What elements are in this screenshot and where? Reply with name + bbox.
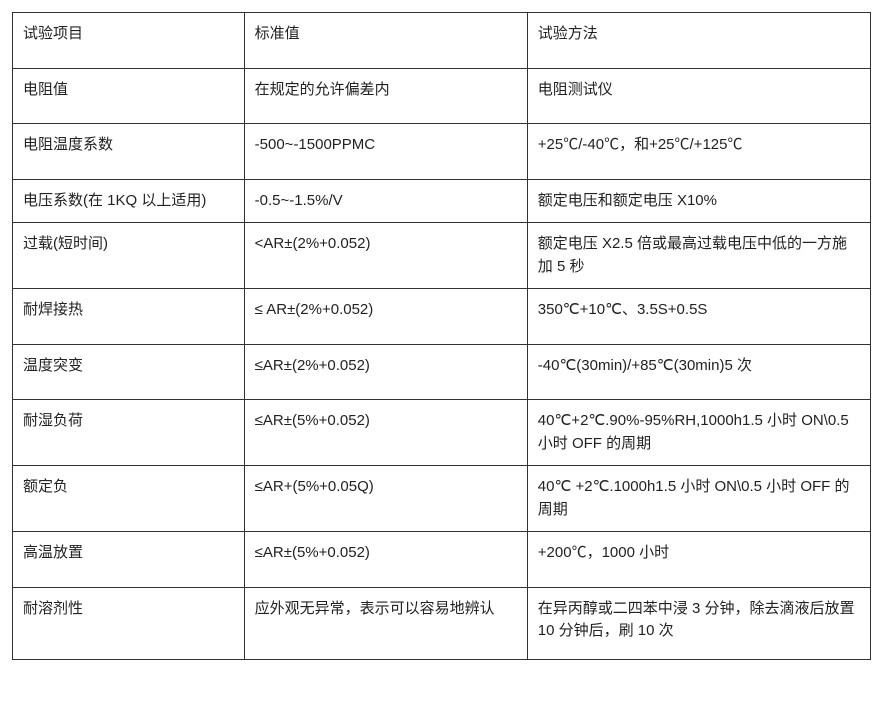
table-row: 试验项目 标准值 试验方法	[13, 13, 871, 69]
cell-method: 40℃+2℃.90%-95%RH,1000h1.5 小时 ON\0.5 小时 O…	[527, 400, 870, 466]
cell-standard: ≤AR±(5%+0.052)	[244, 532, 527, 588]
table-row: 电阻温度系数 -500~-1500PPMC +25℃/-40℃，和+25℃/+1…	[13, 124, 871, 180]
table-row: 温度突变 ≤AR±(2%+0.052) -40℃(30min)/+85℃(30m…	[13, 344, 871, 400]
cell-method: 350℃+10℃、3.5S+0.5S	[527, 289, 870, 345]
cell-standard: ≤AR±(2%+0.052)	[244, 344, 527, 400]
cell-item: 高温放置	[13, 532, 245, 588]
table-row: 电阻值 在规定的允许偏差内 电阻测试仪	[13, 68, 871, 124]
cell-method: 额定电压 X2.5 倍或最高过载电压中低的一方施加 5 秒	[527, 223, 870, 289]
cell-method: +25℃/-40℃，和+25℃/+125℃	[527, 124, 870, 180]
cell-standard: <AR±(2%+0.052)	[244, 223, 527, 289]
cell-item: 温度突变	[13, 344, 245, 400]
table-row: 电压系数(在 1KQ 以上适用) -0.5~-1.5%/V 额定电压和额定电压 …	[13, 179, 871, 223]
table-row: 高温放置 ≤AR±(5%+0.052) +200℃，1000 小时	[13, 532, 871, 588]
cell-method: 在异丙醇或二四苯中浸 3 分钟，除去滴液后放置 10 分钟后，刷 10 次	[527, 587, 870, 659]
cell-item: 过载(短时间)	[13, 223, 245, 289]
table-row: 耐焊接热 ≤ AR±(2%+0.052) 350℃+10℃、3.5S+0.5S	[13, 289, 871, 345]
cell-standard: -500~-1500PPMC	[244, 124, 527, 180]
cell-method: 40℃ +2℃.1000h1.5 小时 ON\0.5 小时 OFF 的周期	[527, 466, 870, 532]
cell-method: -40℃(30min)/+85℃(30min)5 次	[527, 344, 870, 400]
cell-standard: ≤AR±(5%+0.052)	[244, 400, 527, 466]
cell-method: 试验方法	[527, 13, 870, 69]
cell-standard: 标准值	[244, 13, 527, 69]
cell-item: 额定负	[13, 466, 245, 532]
table-row: 耐湿负荷 ≤AR±(5%+0.052) 40℃+2℃.90%-95%RH,100…	[13, 400, 871, 466]
cell-standard: 在规定的允许偏差内	[244, 68, 527, 124]
cell-standard: -0.5~-1.5%/V	[244, 179, 527, 223]
cell-item: 耐溶剂性	[13, 587, 245, 659]
cell-item: 电阻温度系数	[13, 124, 245, 180]
cell-item: 耐焊接热	[13, 289, 245, 345]
cell-method: +200℃，1000 小时	[527, 532, 870, 588]
spec-table: 试验项目 标准值 试验方法 电阻值 在规定的允许偏差内 电阻测试仪 电阻温度系数…	[12, 12, 871, 660]
cell-item: 电压系数(在 1KQ 以上适用)	[13, 179, 245, 223]
cell-method: 额定电压和额定电压 X10%	[527, 179, 870, 223]
cell-item: 耐湿负荷	[13, 400, 245, 466]
cell-standard: ≤ AR±(2%+0.052)	[244, 289, 527, 345]
cell-standard: ≤AR+(5%+0.05Q)	[244, 466, 527, 532]
cell-item: 试验项目	[13, 13, 245, 69]
cell-standard: 应外观无异常，表示可以容易地辨认	[244, 587, 527, 659]
table-row: 过载(短时间) <AR±(2%+0.052) 额定电压 X2.5 倍或最高过载电…	[13, 223, 871, 289]
cell-item: 电阻值	[13, 68, 245, 124]
cell-method: 电阻测试仪	[527, 68, 870, 124]
table-row: 额定负 ≤AR+(5%+0.05Q) 40℃ +2℃.1000h1.5 小时 O…	[13, 466, 871, 532]
table-row: 耐溶剂性 应外观无异常，表示可以容易地辨认 在异丙醇或二四苯中浸 3 分钟，除去…	[13, 587, 871, 659]
